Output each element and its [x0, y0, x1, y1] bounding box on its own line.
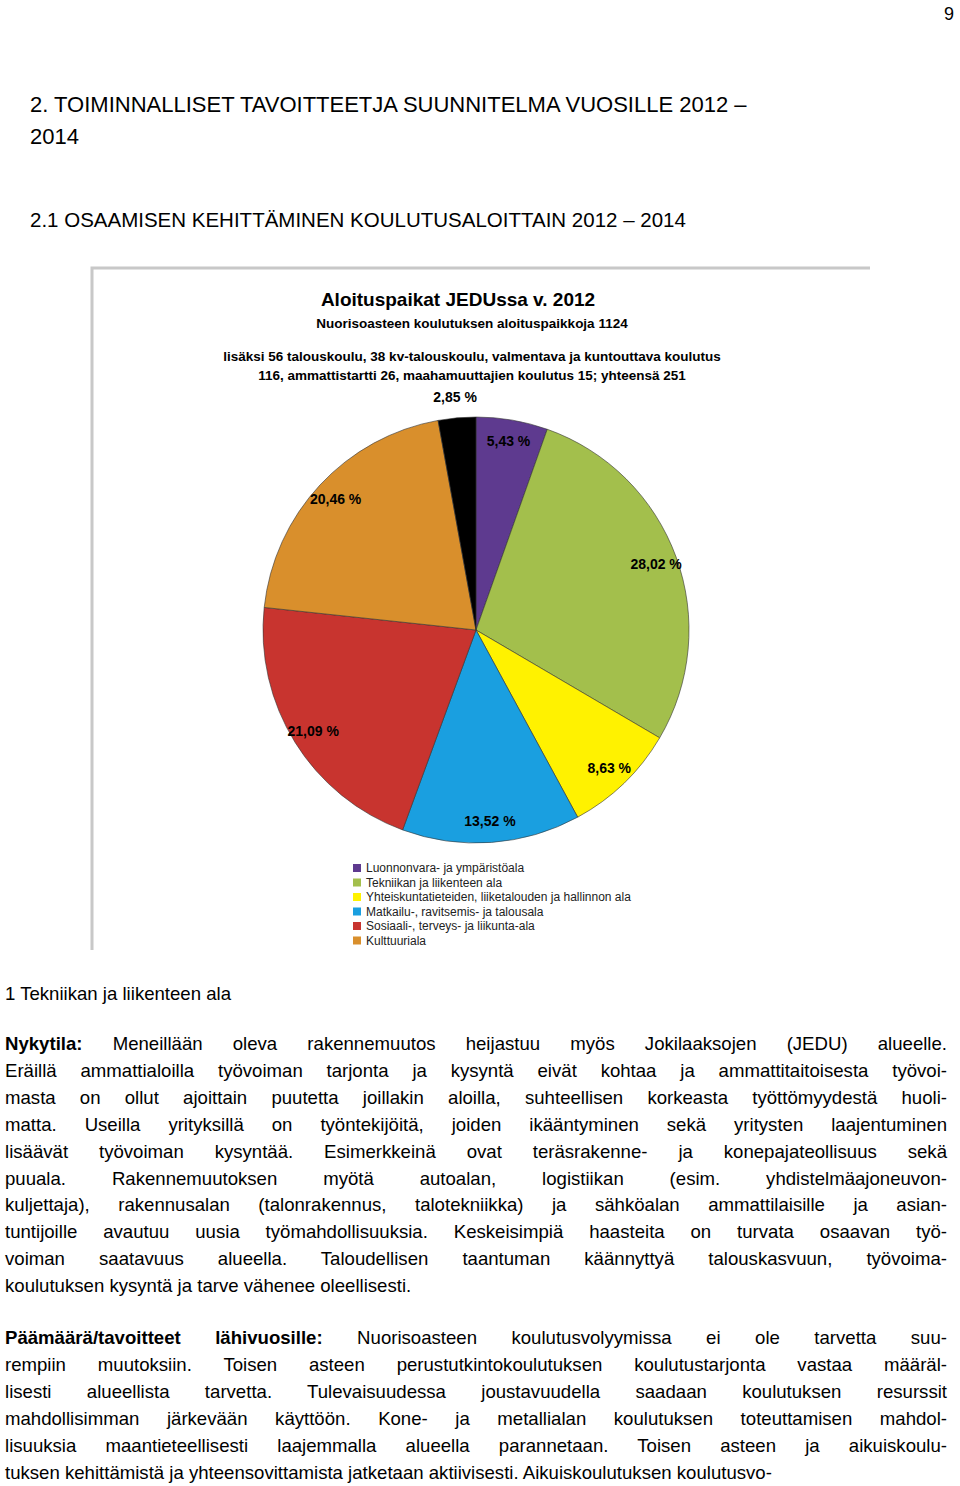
- text-line: tuntijoille avautuu uusia työmahdollisuu…: [5, 1218, 947, 1245]
- space: [323, 1327, 357, 1348]
- line-text: lisesti alueellista tarvetta. Tulevaisuu…: [5, 1381, 947, 1402]
- text-line: tuksen kehittämistä ja yhteensovittamist…: [5, 1459, 947, 1486]
- data-label: 21,09 %: [288, 723, 340, 739]
- text-line: matta. Useilla yrityksillä on työntekijö…: [5, 1111, 947, 1138]
- data-label: 28,02 %: [630, 556, 682, 572]
- text-line: lisuuksia maantieteellisesti laajemmalla…: [5, 1432, 947, 1459]
- text-line: Nykytila: Meneillään oleva rakennemuutos…: [5, 1030, 947, 1057]
- heading: 2. TOIMINNALLISET TAVOITTEETJA SUUNNITEL…: [30, 91, 746, 119]
- data-label: 20,46 %: [310, 491, 362, 507]
- line-text: matta. Useilla yrityksillä on työntekijö…: [5, 1114, 947, 1135]
- legend-entry: Tekniikan ja liikenteen ala: [366, 876, 502, 890]
- legend-entry: Kulttuuriala: [366, 934, 426, 948]
- lead: Päämäärä/tavoitteet lähivuosille:: [5, 1327, 323, 1348]
- legend-entry: Matkailu-, ravitsemis- ja talousala: [366, 905, 544, 919]
- text-line: koulutuksen kysyntä ja tarve vähenee ole…: [5, 1272, 947, 1299]
- line-text: puuala. Rakennemuutoksen myötä autoalan,…: [5, 1168, 947, 1189]
- line-text: lisuuksia maantieteellisesti laajemmalla…: [5, 1435, 947, 1456]
- text-line: voiman saatavuus alueella. Taloudellisen…: [5, 1245, 947, 1272]
- text-line: masta on ollut ajoittain puutetta joilla…: [5, 1084, 947, 1111]
- line-text: masta on ollut ajoittain puutetta joilla…: [5, 1087, 947, 1108]
- space: [83, 1033, 113, 1054]
- pie: 5,43 % 28,02 % 8,63 % 13,52 % 21,09 % 20,46 %…: [263, 389, 689, 843]
- line-text: kuljettaja), rakennusalan (talonrakennus…: [5, 1194, 947, 1215]
- text-line: puuala. Rakennemuutoksen myötä autoalan,…: [5, 1165, 947, 1192]
- heading: 2014: [30, 123, 79, 151]
- legend-entry: Yhteiskuntatieteiden, liiketalouden ja h…: [366, 890, 631, 904]
- legend-swatch: [353, 922, 361, 930]
- pie-slice: [438, 417, 476, 630]
- legend-swatch: [353, 937, 361, 945]
- data-label: 13,52 %: [464, 813, 516, 829]
- legend-entry: Luonnonvara- ja ympäristöala: [366, 861, 524, 875]
- text-line: Päämäärä/tavoitteet lähivuosille: Nuoris…: [5, 1324, 947, 1351]
- line-text: mahdollisimman järkevään käyttöön. Kone-…: [5, 1408, 947, 1429]
- data-label: 8,63 %: [587, 760, 631, 776]
- legend-swatch: [353, 864, 361, 872]
- line-text: rempiin muutoksiin. Toisen asteen perust…: [5, 1354, 947, 1375]
- chart-subtitle: lisäksi 56 talouskoulu, 38 kv-talouskoul…: [223, 349, 720, 364]
- line-text: koulutuksen kysyntä ja tarve vähenee ole…: [5, 1275, 411, 1296]
- text-line: kuljettaja), rakennusalan (talonrakennus…: [5, 1191, 947, 1218]
- text-line: Eräillä ammattialoilla työvoiman tarjont…: [5, 1057, 947, 1084]
- text-line: mahdollisimman järkevään käyttöön. Kone-…: [5, 1405, 947, 1432]
- legend-swatch: [353, 879, 361, 887]
- line-text: Nuorisoasteen koulutusvolyymissa ei ole …: [357, 1327, 947, 1348]
- section-title: 1 Tekniikan ja liikenteen ala: [5, 980, 947, 1007]
- legend-swatch: [353, 908, 361, 916]
- line-text: tuksen kehittämistä ja yhteensovittamist…: [5, 1462, 772, 1483]
- page-number: 9: [944, 4, 954, 25]
- line-text: lisäävät työvoiman kysyntää. Esimerkkein…: [5, 1141, 947, 1162]
- image-frame: [92, 268, 870, 950]
- data-label: 5,43 %: [487, 433, 531, 449]
- text-line: lisäävät työvoiman kysyntää. Esimerkkein…: [5, 1138, 947, 1165]
- line-text: Eräillä ammattialoilla työvoiman tarjont…: [5, 1060, 947, 1081]
- heading: 2.1 OSAAMISEN KEHITTÄMINEN KOULUTUSALOIT…: [30, 206, 686, 234]
- legend: Luonnonvara- ja ympäristöalaTekniikan ja…: [353, 861, 631, 948]
- chart-title: Aloituspaikat JEDUssa v. 2012: [321, 289, 595, 310]
- text-line: lisesti alueellista tarvetta. Tulevaisuu…: [5, 1378, 947, 1405]
- line-text: Meneillään oleva rakennemuutos heijastuu…: [113, 1033, 947, 1054]
- legend-entry: Sosiaali-, terveys- ja liikunta-ala: [366, 919, 535, 933]
- pie-slice: [263, 607, 476, 830]
- line-text: voiman saatavuus alueella. Taloudellisen…: [5, 1248, 947, 1269]
- chart-subtitle: 116, ammattistartti 26, maahamuuttajien …: [258, 368, 686, 383]
- data-label: 2,85 %: [433, 389, 477, 405]
- legend-swatch: [353, 893, 361, 901]
- line-text: tuntijoille avautuu uusia työmahdollisuu…: [5, 1221, 947, 1242]
- chart-subtitle: Nuorisoasteen koulutuksen aloituspaikkoj…: [316, 316, 628, 331]
- lead: Nykytila:: [5, 1033, 83, 1054]
- text-line: rempiin muutoksiin. Toisen asteen perust…: [5, 1351, 947, 1378]
